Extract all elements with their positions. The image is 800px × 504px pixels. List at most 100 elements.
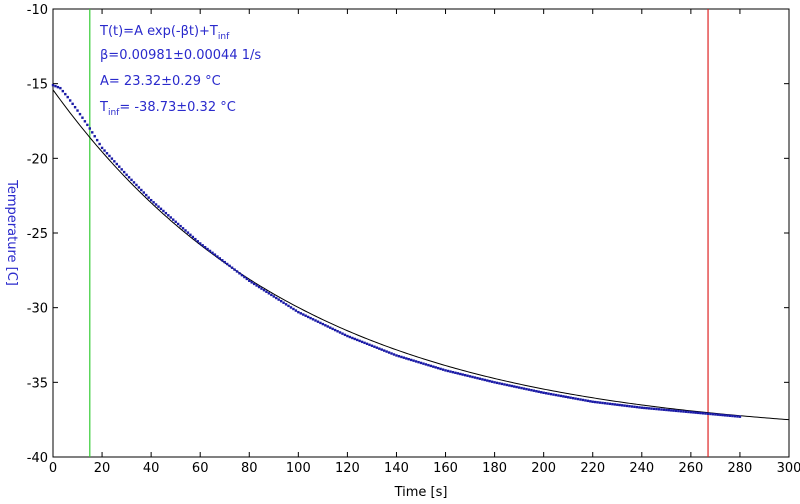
data-point — [535, 390, 538, 393]
x-tick-label: 80 — [241, 461, 258, 476]
data-point — [164, 211, 168, 215]
data-point — [324, 324, 327, 327]
data-point — [586, 399, 590, 403]
data-point — [652, 407, 656, 411]
data-point — [277, 298, 280, 301]
data-points — [51, 83, 742, 418]
data-point — [125, 173, 128, 176]
data-point — [314, 319, 317, 322]
data-point — [532, 389, 536, 392]
data-point — [564, 395, 567, 399]
data-point — [326, 325, 329, 328]
data-point — [589, 400, 592, 403]
data-point — [643, 406, 646, 410]
data-point — [390, 352, 393, 355]
data-point — [716, 413, 720, 416]
data-point — [240, 273, 244, 277]
data-point — [628, 405, 631, 408]
data-point — [115, 162, 118, 166]
data-point — [692, 411, 695, 414]
fit-tinf-sub: inf — [108, 108, 120, 118]
data-point — [172, 218, 175, 221]
data-point — [292, 307, 295, 311]
data-point — [635, 405, 639, 409]
data-point — [272, 295, 275, 298]
fit-curve — [52, 89, 790, 421]
data-point — [591, 400, 594, 403]
data-point — [647, 407, 651, 410]
data-point — [697, 411, 700, 415]
data-point — [731, 414, 734, 418]
data-point — [304, 314, 307, 317]
data-point — [419, 361, 423, 365]
data-point — [338, 331, 342, 334]
data-point — [709, 412, 712, 416]
data-point — [248, 279, 251, 282]
data-point — [176, 222, 180, 226]
data-point — [199, 242, 202, 245]
y-tick-label: -20 — [27, 152, 48, 167]
data-point — [667, 408, 670, 412]
data-point — [105, 152, 109, 155]
data-point — [88, 127, 91, 130]
data-point — [478, 377, 482, 380]
data-point — [397, 355, 401, 358]
data-point — [407, 357, 410, 361]
data-point — [456, 372, 459, 375]
data-point — [405, 357, 408, 360]
data-point — [54, 84, 57, 88]
data-point — [409, 358, 413, 362]
data-point — [498, 382, 501, 385]
data-point — [454, 371, 457, 374]
marker-lines — [89, 9, 709, 457]
data-point — [562, 395, 565, 398]
data-point — [554, 393, 558, 397]
data-point — [294, 309, 298, 312]
data-point — [579, 398, 582, 401]
fit-formula-main: T(t)=A exp(-βt)+T — [99, 24, 218, 39]
data-point — [490, 380, 494, 383]
data-point — [147, 196, 150, 199]
data-point — [549, 392, 553, 396]
data-point — [468, 375, 472, 378]
data-point — [728, 414, 732, 417]
x-tick-label: 60 — [192, 461, 209, 476]
x-tick-label: 220 — [580, 461, 605, 476]
data-point — [650, 407, 653, 410]
x-tick-label: 40 — [143, 461, 160, 476]
data-point — [613, 403, 617, 406]
data-point — [213, 253, 217, 256]
data-point — [306, 315, 310, 319]
data-point — [522, 387, 526, 390]
data-point — [348, 335, 352, 339]
data-point — [383, 349, 386, 352]
data-point — [505, 383, 509, 387]
data-point — [392, 353, 396, 356]
data-point — [444, 369, 447, 372]
data-point — [297, 310, 300, 314]
data-point — [414, 360, 418, 363]
data-point — [208, 249, 212, 253]
data-point — [513, 385, 516, 388]
data-point — [154, 203, 158, 206]
data-point — [638, 406, 641, 409]
x-tick-label: 100 — [286, 461, 311, 476]
data-point — [515, 385, 518, 389]
data-point — [365, 342, 369, 346]
data-point — [221, 259, 224, 262]
data-point — [319, 321, 322, 325]
data-point — [625, 404, 629, 408]
data-point — [270, 293, 273, 297]
data-point — [373, 345, 376, 348]
data-point — [601, 401, 604, 405]
data-point — [93, 135, 96, 138]
data-point — [255, 284, 258, 287]
data-point — [520, 386, 523, 390]
data-point — [422, 362, 425, 365]
data-point — [503, 383, 506, 386]
data-point — [135, 183, 138, 187]
data-point — [427, 363, 430, 367]
fit-beta: β=0.00981±0.00044 1/s — [100, 48, 261, 63]
data-point — [552, 393, 555, 396]
